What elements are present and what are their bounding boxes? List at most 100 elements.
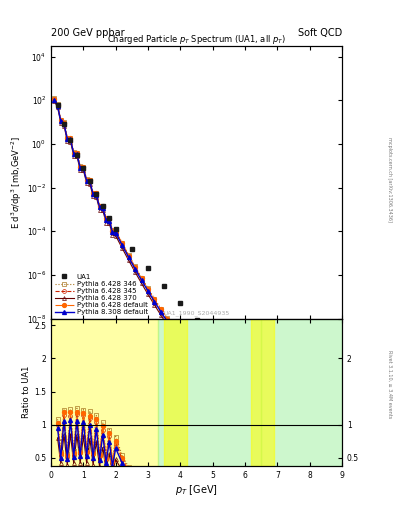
Pythia 6.428 370: [104, 220, 108, 226]
Pythia 6.428 370: [88, 181, 92, 187]
Pythia 8.308 default: [113, 230, 118, 236]
Pythia 8.308 default: [101, 205, 105, 211]
Pythia 6.428 370: [62, 122, 66, 129]
Bar: [261, 318, 342, 466]
Pythia 6.428 default: [133, 264, 138, 270]
Pythia 6.428 345: [78, 164, 83, 170]
Pythia 6.428 346: [59, 116, 63, 122]
Pythia 6.428 345: [210, 377, 215, 383]
Pythia 6.428 345: [204, 370, 209, 376]
Pythia 6.428 346: [184, 343, 189, 349]
Pythia 8.308 default: [126, 254, 131, 261]
Pythia 8.308 default: [275, 457, 280, 463]
Pythia 6.428 370: [120, 245, 125, 251]
Bar: [158, 318, 261, 466]
Pythia 6.428 370: [52, 98, 57, 104]
Pythia 8.308 default: [55, 102, 60, 109]
UA1: [88, 178, 92, 184]
UA1: [130, 246, 134, 252]
Pythia 6.428 default: [307, 487, 312, 493]
Pythia 6.428 default: [152, 296, 157, 303]
UA1: [307, 416, 312, 422]
Pythia 6.428 default: [104, 216, 108, 222]
UA1: [107, 215, 112, 221]
Text: Rivet 3.1.10, ≥ 3.4M events: Rivet 3.1.10, ≥ 3.4M events: [387, 350, 392, 418]
Pythia 6.428 346: [120, 240, 125, 246]
Pythia 8.308 default: [120, 242, 125, 248]
Pythia 6.428 default: [72, 150, 76, 156]
Pythia 6.428 346: [165, 315, 170, 322]
Pythia 6.428 345: [178, 336, 183, 342]
Pythia 8.308 default: [107, 218, 112, 224]
UA1: [146, 265, 151, 271]
Pythia 6.428 370: [210, 384, 215, 390]
Pythia 6.428 370: [226, 404, 231, 411]
Pythia 8.308 default: [91, 191, 95, 198]
Pythia 6.428 370: [97, 206, 102, 212]
Pythia 8.308 default: [68, 136, 73, 142]
UA1: [101, 203, 105, 209]
Pythia 6.428 346: [226, 395, 231, 401]
Pythia 6.428 370: [178, 341, 183, 347]
Pythia 8.308 default: [159, 309, 163, 315]
Pythia 6.428 345: [101, 204, 105, 210]
Pythia 6.428 370: [165, 322, 170, 328]
Pythia 6.428 370: [81, 167, 86, 174]
Pythia 6.428 370: [171, 332, 176, 338]
Pythia 6.428 346: [152, 295, 157, 302]
Pythia 6.428 370: [68, 138, 73, 144]
Pythia 8.308 default: [178, 337, 183, 344]
Y-axis label: E d$^3\sigma$/dp$^3$ [mb,GeV$^{-2}$]: E d$^3\sigma$/dp$^3$ [mb,GeV$^{-2}$]: [10, 136, 24, 229]
Pythia 6.428 default: [242, 415, 247, 421]
Pythia 8.308 default: [171, 328, 176, 334]
Pythia 6.428 370: [159, 312, 163, 318]
Pythia 8.308 default: [62, 120, 66, 126]
Pythia 6.428 370: [152, 302, 157, 308]
Pythia 8.308 default: [110, 229, 115, 236]
Pythia 6.428 370: [91, 194, 95, 200]
Line: Pythia 8.308 default: Pythia 8.308 default: [52, 98, 344, 512]
Pythia 6.428 default: [78, 163, 83, 169]
Pythia 6.428 345: [146, 287, 151, 293]
Pythia 6.428 346: [94, 190, 99, 196]
Pythia 6.428 370: [72, 153, 76, 159]
Pythia 6.428 default: [191, 352, 196, 358]
Title: Charged Particle $p_T$ Spectrum (UA1, all $p_T$): Charged Particle $p_T$ Spectrum (UA1, al…: [107, 33, 286, 46]
Pythia 6.428 346: [133, 263, 138, 269]
Pythia 6.428 346: [65, 135, 70, 141]
Pythia 6.428 370: [94, 194, 99, 200]
Pythia 6.428 370: [133, 269, 138, 275]
Pythia 6.428 370: [197, 368, 202, 374]
Pythia 6.428 370: [65, 138, 70, 144]
Pythia 6.428 default: [226, 396, 231, 402]
Pythia 6.428 346: [52, 95, 57, 101]
UA1: [242, 362, 247, 368]
Pythia 6.428 370: [107, 220, 112, 226]
Pythia 6.428 370: [204, 376, 209, 382]
Pythia 6.428 345: [104, 216, 108, 222]
Pythia 6.428 346: [84, 176, 89, 182]
Bar: [252, 318, 274, 466]
Pythia 6.428 346: [159, 306, 163, 312]
Pythia 6.428 346: [72, 149, 76, 155]
Pythia 6.428 346: [68, 135, 73, 141]
Pythia 6.428 370: [113, 232, 118, 239]
Pythia 8.308 default: [65, 136, 70, 142]
Pythia 6.428 345: [259, 436, 263, 442]
Pythia 6.428 345: [126, 253, 131, 259]
Line: UA1: UA1: [55, 102, 344, 445]
Pythia 6.428 default: [101, 203, 105, 209]
Pythia 6.428 346: [242, 414, 247, 420]
Pythia 8.308 default: [133, 266, 138, 272]
Pythia 6.428 345: [91, 190, 95, 197]
Pythia 6.428 345: [171, 327, 176, 333]
Pythia 6.428 default: [171, 326, 176, 332]
Pythia 6.428 346: [259, 433, 263, 439]
Pythia 6.428 346: [110, 227, 115, 233]
UA1: [68, 137, 73, 143]
Pythia 6.428 default: [52, 96, 57, 102]
Pythia 8.308 default: [323, 510, 328, 512]
Pythia 6.428 345: [94, 190, 99, 197]
Pythia 6.428 default: [88, 177, 92, 183]
Pythia 6.428 default: [113, 228, 118, 234]
